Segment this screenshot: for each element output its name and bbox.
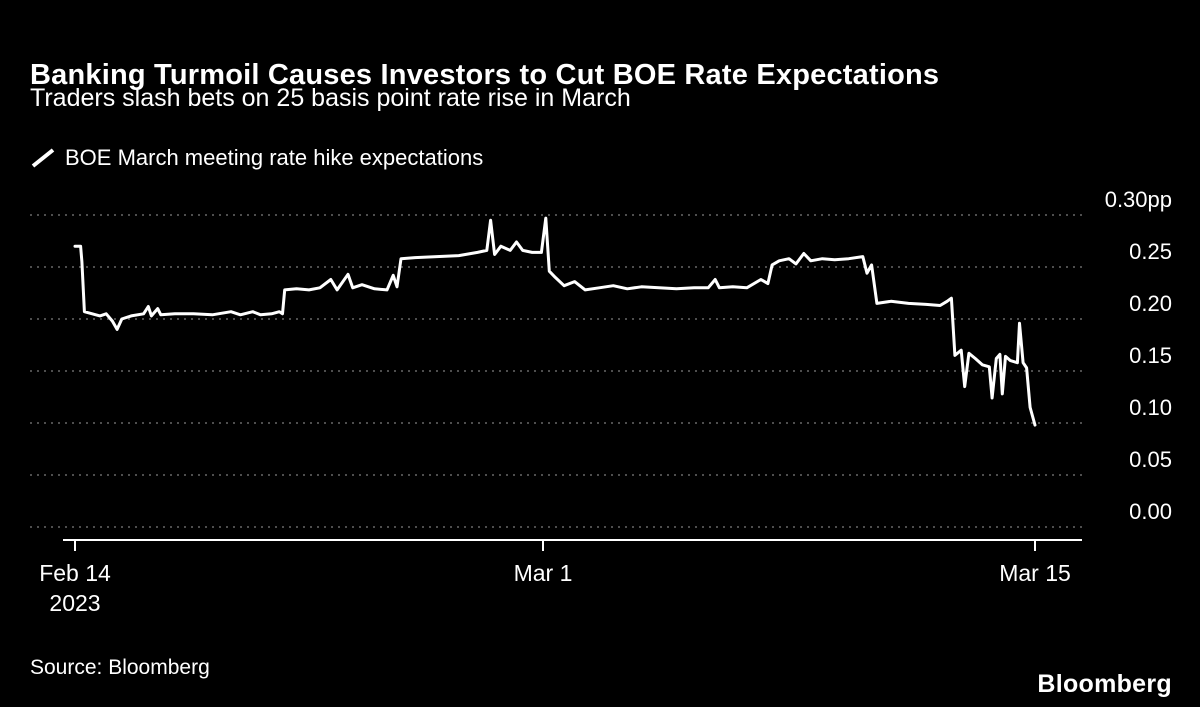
x-tick-date: Mar 15 [999, 560, 1071, 586]
x-tick-date: Mar 1 [513, 560, 573, 586]
series-line-boe-expectations [73, 216, 1037, 427]
source-label: Source: Bloomberg [30, 656, 210, 679]
bloomberg-logo: Bloomberg [1037, 670, 1172, 698]
y-tick-label: 0.15 [1129, 343, 1172, 368]
y-tick-label: 0.20 [1129, 291, 1172, 316]
y-tick-label: 0.25 [1129, 239, 1172, 264]
chart-subtitle: Traders slash bets on 25 basis point rat… [30, 84, 631, 112]
y-tick-label: 0.30pp [1104, 187, 1172, 212]
chart-title: Banking Turmoil Causes Investors to Cut … [30, 59, 940, 92]
x-tick-date: Feb 14 [39, 560, 111, 586]
y-tick-label: 0.05 [1129, 447, 1172, 472]
y-tick-label: 0.00 [1129, 499, 1172, 524]
x-tick-label-feb14: Feb 14 2023 [39, 558, 111, 618]
legend: BOE March meeting rate hike expectations [30, 145, 483, 171]
legend-label: BOE March meeting rate hike expectations [65, 145, 484, 170]
x-tick-label-mar15: Mar 15 [999, 558, 1071, 588]
y-tick-label: 0.10 [1129, 395, 1172, 420]
x-tick-year: 2023 [49, 590, 101, 616]
legend-line-sample-icon [31, 148, 55, 168]
x-tick-label-mar1: Mar 1 [514, 558, 573, 588]
